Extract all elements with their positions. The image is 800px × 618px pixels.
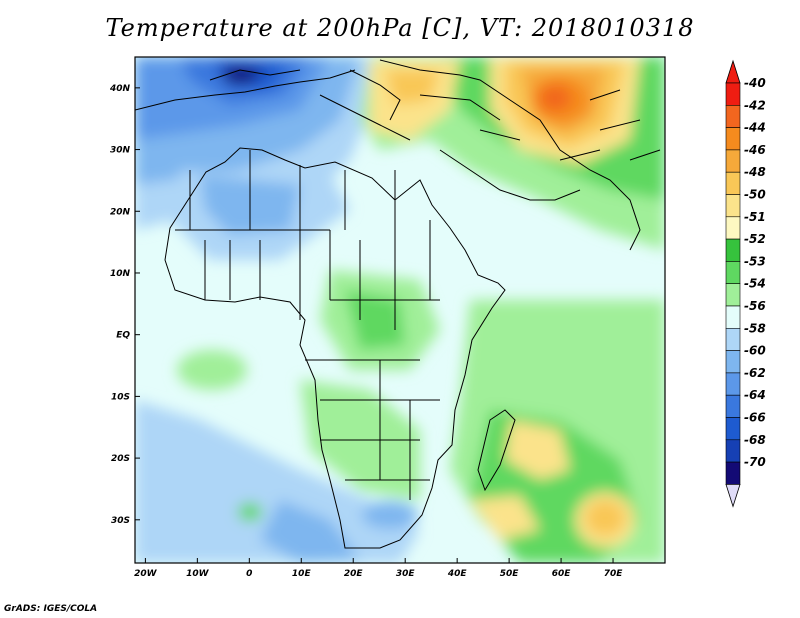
x-tick-label: 20E [344, 569, 364, 579]
colorbar-label: -54 [744, 277, 766, 291]
y-tick-label: EQ [116, 331, 130, 341]
y-tick-label: 20N [110, 207, 131, 217]
colorbar-swatch [725, 439, 741, 463]
map-title: Temperature at 200hPa [C], VT: 201801031… [105, 14, 695, 42]
colorbar-label: -46 [744, 143, 766, 157]
temperature-field [135, 57, 665, 563]
colorbar-label: -56 [744, 299, 766, 313]
x-tick-label: 10W [186, 569, 210, 579]
colorbar-swatch [725, 417, 741, 441]
colorbar-label: -51 [744, 210, 766, 224]
footer-credit: GrADS: IGES/COLA [4, 604, 98, 614]
colorbar-label: -68 [744, 433, 766, 447]
colorbar-swatch [725, 171, 741, 195]
colorbar-label: -44 [744, 121, 766, 135]
y-tick-label: 30N [110, 146, 131, 156]
y-tick-label: 30S [111, 516, 130, 526]
colorbar-swatch [725, 350, 741, 374]
map-frame [134, 56, 666, 564]
x-tick-label: 60E [552, 569, 572, 579]
colorbar-swatch [725, 216, 741, 240]
colorbar: -40 -42 -44 -46 -48 -50 -51 -52 -53 -54 -56 -58 -60 -… [725, 59, 766, 508]
colorbar-arrow-bottom [725, 483, 741, 508]
colorbar-label: -66 [744, 411, 766, 425]
colorbar-swatch [725, 372, 741, 396]
colorbar-label: -62 [744, 366, 766, 380]
colorbar-label: -50 [744, 188, 766, 202]
colorbar-label: -42 [744, 98, 766, 112]
colorbar-swatch [725, 238, 741, 262]
y-axis: 40N 30N 20N 10N EQ 10S 20S 30S [109, 84, 140, 526]
colorbar-label: -52 [744, 232, 766, 246]
x-tick-label: 10E [292, 569, 312, 579]
coastlines [135, 59, 661, 549]
colorbar-swatch [725, 149, 741, 173]
x-tick-label: 50E [500, 569, 520, 579]
x-tick-label: 70E [604, 569, 624, 579]
colorbar-label: -40 [744, 76, 766, 90]
colorbar-label: -70 [744, 455, 766, 469]
colorbar-swatch [725, 305, 741, 329]
colorbar-label: -64 [744, 388, 766, 402]
y-tick-label: 20S [111, 454, 130, 464]
x-tick-label: 40E [447, 569, 468, 579]
x-tick-label: 30E [396, 569, 416, 579]
x-axis: 20W 10W 0 10E 20E 30E 40E 50E 60E 70E [134, 558, 623, 579]
colorbar-label: -60 [744, 344, 766, 358]
colorbar-swatch [725, 283, 741, 307]
x-tick-label: 0 [246, 569, 252, 579]
colorbar-swatch [725, 261, 741, 284]
colorbar-swatch [725, 105, 741, 128]
y-tick-label: 10N [110, 269, 131, 279]
colorbar-swatch [725, 82, 741, 106]
colorbar-label: -53 [744, 254, 766, 268]
colorbar-swatch [725, 461, 741, 485]
y-tick-label: 10S [111, 392, 130, 402]
colorbar-label: -48 [744, 165, 766, 179]
colorbar-swatch [725, 394, 741, 418]
colorbar-swatch [725, 194, 741, 218]
colorbar-swatch [725, 327, 741, 351]
colorbar-arrow-top [725, 59, 741, 84]
colorbar-label: -58 [744, 321, 766, 335]
colorbar-swatch [725, 127, 741, 151]
x-tick-label: 20W [134, 569, 158, 579]
y-tick-label: 40N [109, 84, 131, 94]
